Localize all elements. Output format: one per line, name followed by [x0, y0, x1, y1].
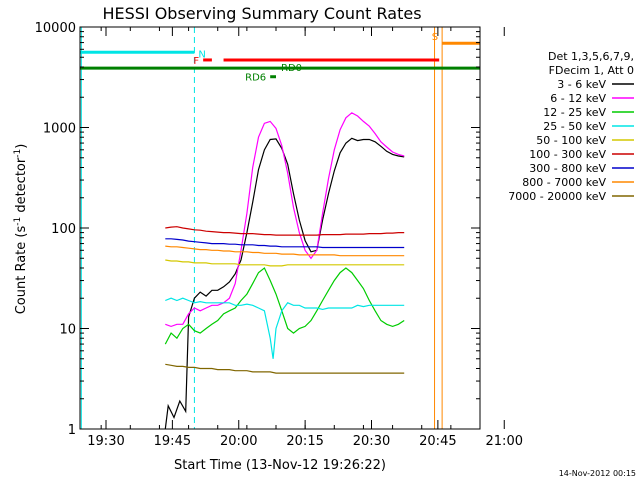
- legend-entry-label-1: 3 - 6 keV: [557, 78, 606, 91]
- y-tick-label-3: 100: [51, 222, 76, 237]
- y-axis-title-exponent-1: -1: [13, 217, 23, 226]
- x-tick-label-2: 19:45: [154, 434, 191, 449]
- x-axis-title: Start Time (13-Nov-12 19:26:22): [174, 458, 386, 473]
- series-line-1: [164, 137, 405, 429]
- series-line-4: [165, 297, 405, 359]
- series-line-6: [165, 226, 405, 236]
- series-line-5: [165, 259, 405, 267]
- plot-content: [80, 27, 480, 429]
- series-line-3: [164, 267, 405, 345]
- flag-label-rd6: RD6: [245, 73, 266, 84]
- legend-entry-label-6: 100 - 300 keV: [529, 148, 606, 161]
- legend-entry-label-2: 6 - 12 keV: [550, 92, 606, 105]
- legend: Det 1,3,5,6,7,9,FDecim 1, Att 03 - 6 keV…: [508, 50, 634, 203]
- legend-entry-label-4: 25 - 50 keV: [543, 120, 606, 133]
- y-tick-label-5: 10000: [35, 21, 76, 36]
- x-tick-label-4: 20:15: [286, 434, 323, 449]
- legend-entry-label-5: 50 - 100 keV: [536, 134, 606, 147]
- legend-entry-label-8: 800 - 7000 keV: [522, 176, 606, 189]
- x-tick-label-6: 20:45: [419, 434, 456, 449]
- footer-timestamp: 14-Nov-2012 00:15: [559, 469, 636, 478]
- y-axis-title-main: Count Rate (s: [14, 226, 29, 315]
- plot-frame: [79, 26, 481, 430]
- flag-label-s: S: [432, 32, 438, 43]
- series-line-2: [165, 112, 405, 328]
- y-tick-label-1: 1: [68, 423, 76, 438]
- x-tick-label-5: 20:30: [353, 434, 390, 449]
- x-tick-label-1: 19:30: [87, 434, 124, 449]
- y-axis-title: Count Rate (s-1 detector-1): [13, 144, 29, 315]
- chart-title: HESSI Observing Summary Count Rates: [102, 4, 421, 23]
- axes: 1 10 100 1000 10000 19:30 19:45 20:00 20:15 20:30…: [35, 21, 523, 449]
- y-tick-label-2: 10: [59, 323, 76, 338]
- y-axis-title-end: ): [14, 144, 29, 149]
- x-tick-label-3: 20:00: [220, 434, 257, 449]
- y-axis-title-exponent-2: -1: [13, 149, 23, 158]
- series-line-9: [165, 363, 405, 374]
- flag-label-n: N: [198, 49, 205, 60]
- x-tick-label-7: 21:00: [486, 434, 523, 449]
- series-line-8: [165, 245, 405, 257]
- legend-header-line-2: FDecim 1, Att 0: [549, 64, 634, 77]
- plot-area: N S F RD0 RD6: [80, 27, 480, 429]
- legend-header-line-1: Det 1,3,5,6,7,9,: [548, 50, 634, 63]
- y-axis-title-mid: detector: [14, 157, 29, 217]
- y-tick-label-4: 1000: [43, 122, 76, 137]
- series-line-7: [165, 238, 405, 249]
- legend-entry-label-3: 12 - 25 keV: [543, 106, 606, 119]
- flag-label-rd0: RD0: [281, 63, 302, 74]
- flag-label-f: F: [193, 56, 199, 67]
- legend-entry-label-7: 300 - 800 keV: [529, 162, 606, 175]
- legend-entry-label-9: 7000 - 20000 keV: [508, 190, 606, 203]
